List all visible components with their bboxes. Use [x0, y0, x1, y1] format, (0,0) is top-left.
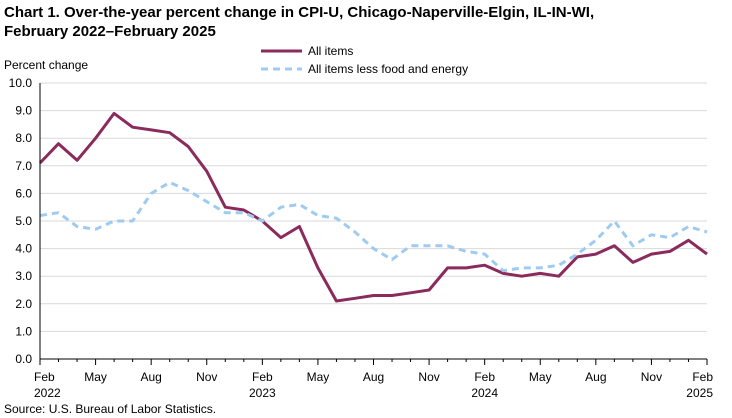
x-tick-label: Feb	[252, 370, 273, 384]
axes	[39, 83, 708, 365]
chart-title-line-1: Chart 1. Over-the-year percent change in…	[4, 4, 595, 21]
x-tick-label: Nov	[641, 370, 662, 384]
x-tick-label: Aug	[585, 370, 606, 384]
y-axis-tick-labels: 0.0 1.0 2.0 3.0 4.0 5.0 6.0 7.0 8.0 9.0 10.0	[9, 76, 33, 366]
x-tick-label: Nov	[196, 370, 217, 384]
x-tick-label: May	[307, 370, 330, 384]
y-tick-label: 5.0	[15, 214, 32, 228]
y-tick-label: 6.0	[15, 186, 32, 200]
legend: All items All items less food and energy	[261, 44, 468, 76]
x-tick-year-label: 2025	[686, 386, 713, 400]
x-tick-label: Feb	[474, 370, 495, 384]
x-tick-label: Aug	[140, 370, 161, 384]
x-tick-year-label: 2024	[471, 386, 498, 400]
source-note: Source: U.S. Bureau of Labor Statistics.	[4, 402, 217, 416]
y-tick-label: 3.0	[15, 269, 32, 283]
y-tick-label: 9.0	[15, 104, 32, 118]
y-axis-label: Percent change	[4, 58, 88, 72]
x-tick-label: Feb	[692, 370, 713, 384]
y-tick-label: 1.0	[15, 324, 32, 338]
x-tick-year-label: 2022	[34, 386, 61, 400]
x-tick-label: Nov	[418, 370, 439, 384]
chart-title: Chart 1. Over-the-year percent change in…	[4, 3, 728, 41]
chart-title-line-2: February 2022–February 2025	[4, 23, 216, 40]
y-tick-label: 0.0	[15, 352, 32, 366]
legend-label-core: All items less food and energy	[308, 62, 468, 76]
y-tick-label: 4.0	[15, 242, 32, 256]
x-tick-label: May	[84, 370, 107, 384]
y-tick-label: 8.0	[15, 131, 32, 145]
grid-lines	[40, 82, 707, 332]
x-tick-label: Feb	[34, 370, 55, 384]
series-line-all-items	[38, 111, 708, 303]
x-axis-tick-labels: Feb 2022 May Aug Nov Feb 2023 May Aug Nov Feb 2024 M…	[34, 370, 713, 400]
y-tick-label: 7.0	[15, 159, 32, 173]
y-tick-label: 2.0	[15, 297, 32, 311]
x-tick-year-label: 2023	[249, 386, 276, 400]
y-tick-label: 10.0	[9, 76, 33, 90]
x-tick-label: Aug	[363, 370, 384, 384]
series-line-core	[39, 180, 708, 273]
x-tick-label: May	[529, 370, 552, 384]
data-series	[38, 111, 708, 303]
legend-label-all-items: All items	[308, 44, 353, 58]
